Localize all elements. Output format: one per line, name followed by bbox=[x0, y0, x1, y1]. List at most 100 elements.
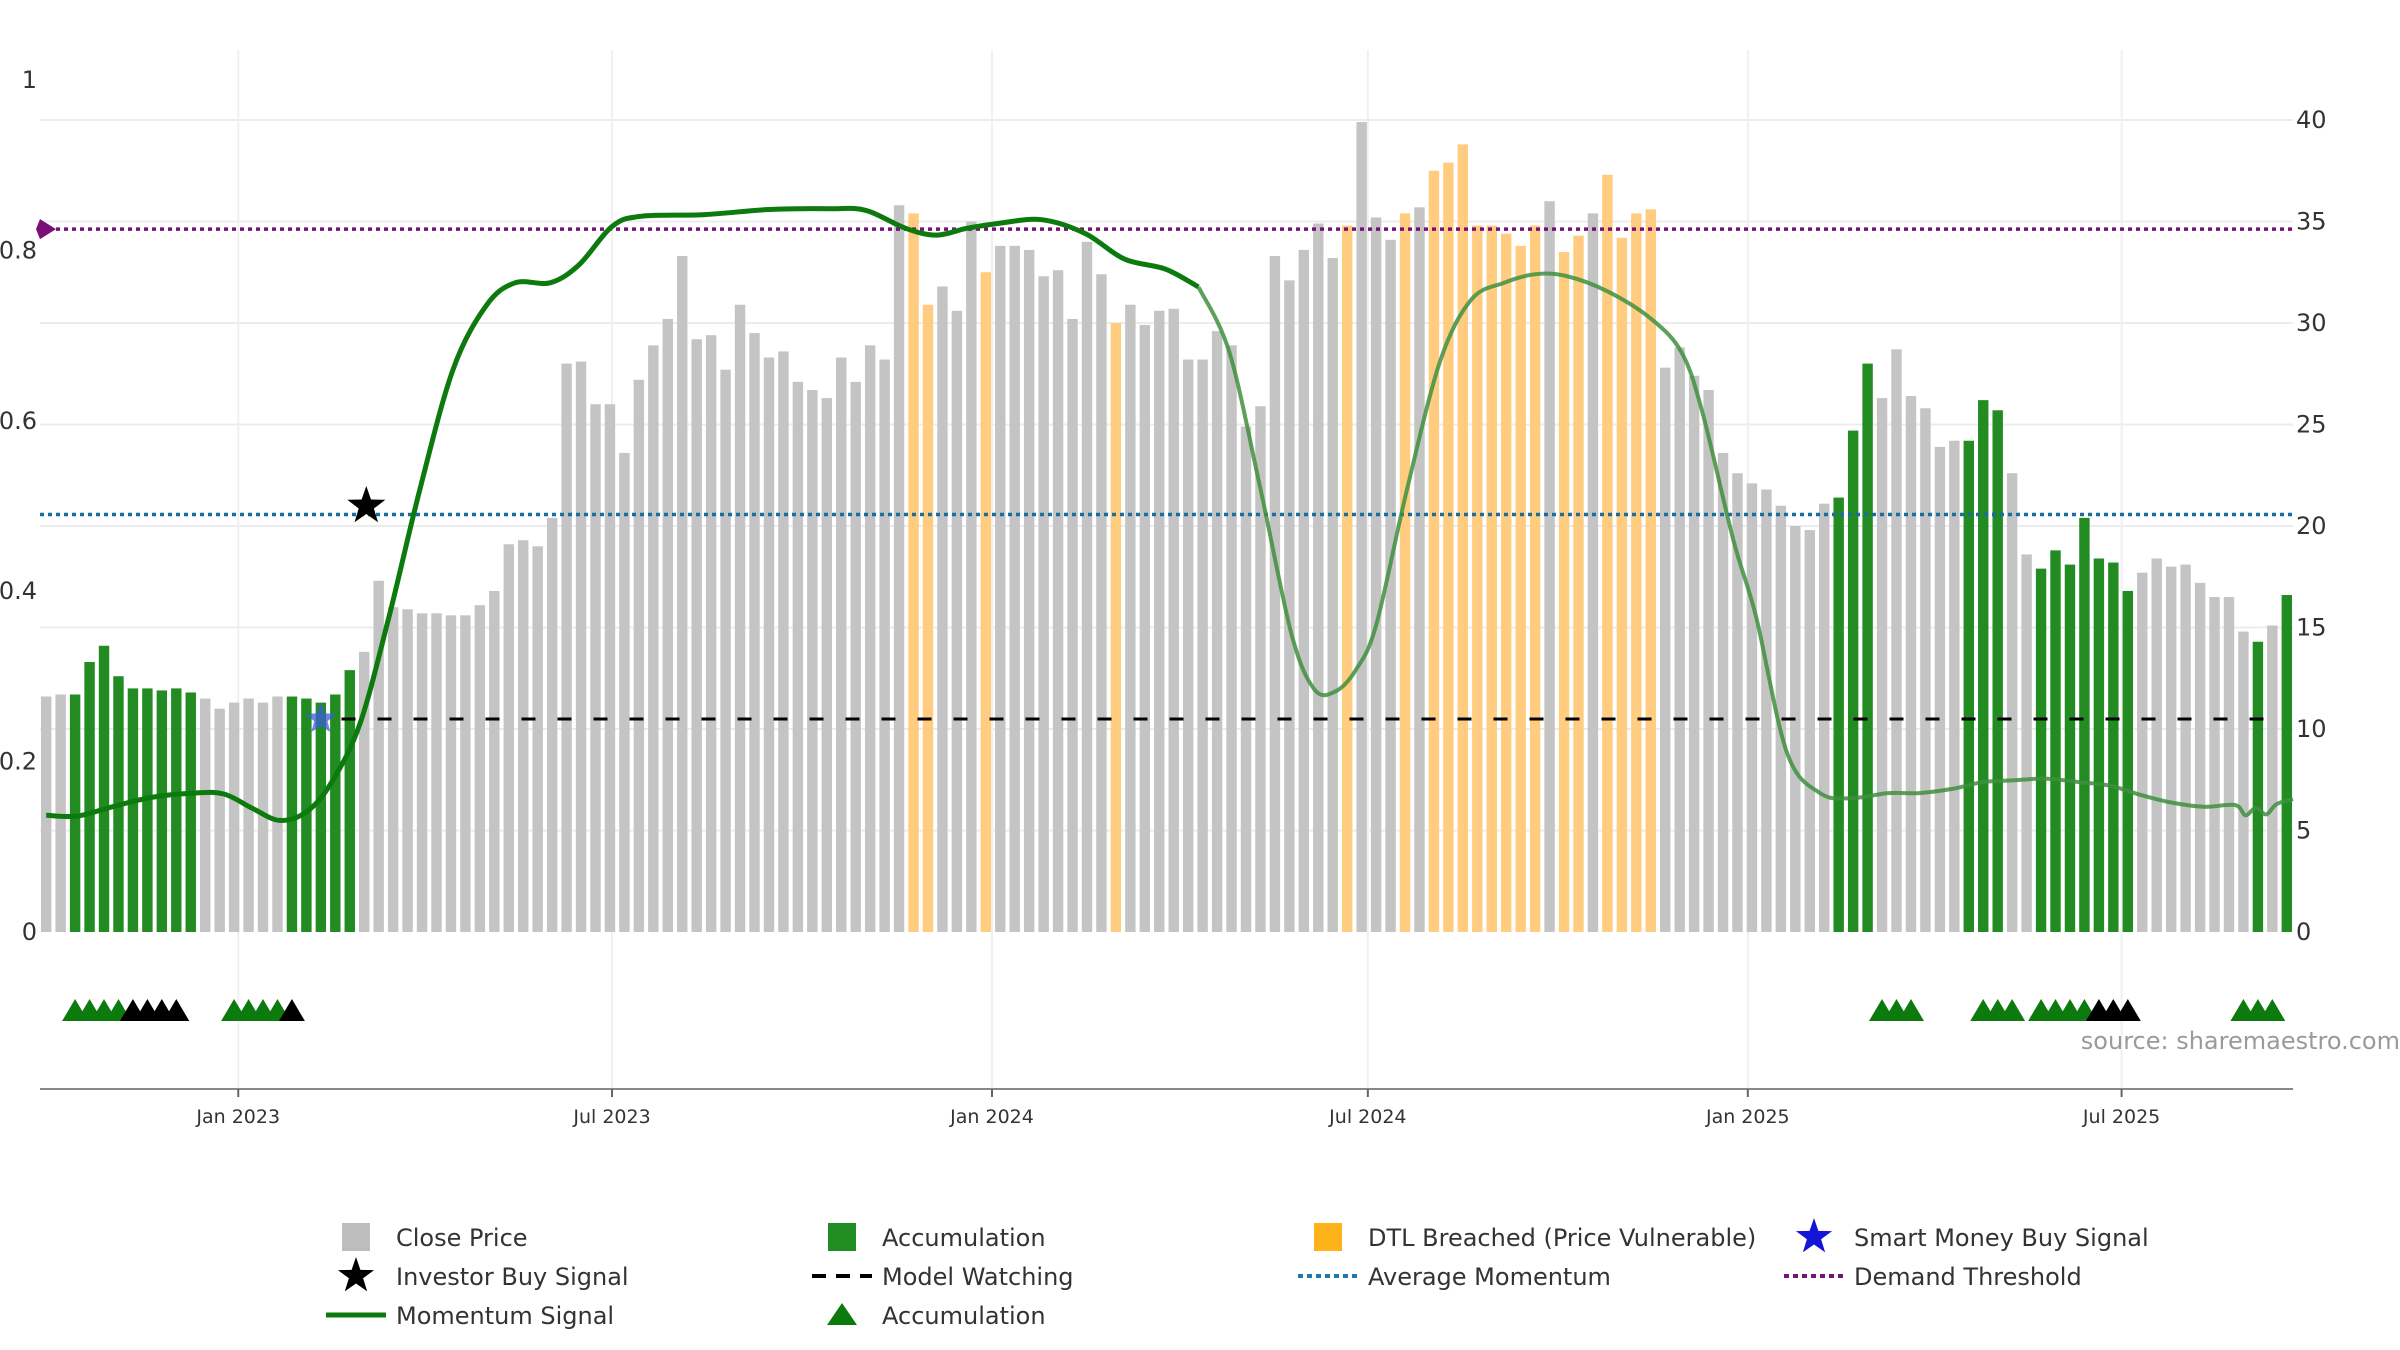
close-price-bar bbox=[1298, 249, 1310, 933]
legend-star-icon bbox=[337, 1257, 375, 1292]
close-price-bar bbox=[359, 651, 370, 932]
accumulation-triangle-black bbox=[2114, 999, 2141, 1021]
close-price-bar bbox=[1703, 389, 1714, 932]
accumulation-bar bbox=[156, 690, 168, 932]
dtl-breached-bar bbox=[1501, 233, 1512, 932]
close-price-bar bbox=[1761, 489, 1772, 932]
accumulation-bar bbox=[2079, 517, 2090, 932]
legend-label: Demand Threshold bbox=[1854, 1263, 2082, 1291]
dtl-breached-bar bbox=[1558, 251, 1570, 932]
close-price-bar bbox=[1009, 245, 1020, 933]
close-price-bar bbox=[1168, 308, 1179, 932]
right-axis-tick-label: 25 bbox=[2296, 411, 2327, 439]
close-price-bar bbox=[966, 221, 977, 932]
dtl-breached-bar bbox=[1529, 225, 1541, 932]
legend-label: Investor Buy Signal bbox=[396, 1263, 629, 1291]
close-price-bar bbox=[850, 381, 861, 932]
close-price-bar bbox=[879, 359, 890, 932]
source-label: source: sharemaestro.com bbox=[2081, 1027, 2400, 1055]
close-price-bar bbox=[2209, 597, 2220, 932]
left-axis-tick-label: 0.4 bbox=[0, 577, 37, 605]
dtl-breached-bar bbox=[1428, 170, 1440, 932]
close-price-bar bbox=[1096, 274, 1107, 932]
momentum-signal-strong bbox=[46, 205, 1200, 823]
close-price-bar bbox=[749, 333, 760, 932]
close-price-bar bbox=[431, 613, 442, 932]
close-price-bar bbox=[2021, 554, 2032, 932]
close-price-bar bbox=[1544, 201, 1555, 932]
accumulation-triangle-green bbox=[1898, 999, 1924, 1021]
close-price-bar bbox=[1327, 258, 1338, 932]
close-price-bar bbox=[995, 245, 1006, 933]
close-price-bar bbox=[1240, 426, 1252, 932]
right-axis-tick-label: 40 bbox=[2296, 106, 2327, 134]
legend-item-demand_threshold: Demand Threshold bbox=[1784, 1263, 2082, 1291]
x-axis-tick-label: Jan 2023 bbox=[195, 1106, 280, 1128]
accumulation-bar bbox=[127, 688, 139, 932]
close-price-bar bbox=[2267, 625, 2278, 932]
right-axis-tick-label: 30 bbox=[2296, 309, 2327, 337]
legend-item-momentum_signal: Momentum Signal bbox=[326, 1302, 614, 1330]
legend-item-close_price: Close Price bbox=[342, 1223, 528, 1252]
right-axis-tick-label: 10 bbox=[2296, 715, 2327, 743]
close-price-bar bbox=[445, 615, 457, 932]
accumulation-bar bbox=[344, 670, 355, 932]
right-axis-tick-label: 15 bbox=[2296, 614, 2327, 642]
right-axis-tick-label: 20 bbox=[2296, 512, 2327, 540]
accumulation-bar bbox=[2050, 550, 2061, 932]
close-price-bar bbox=[662, 318, 673, 932]
close-price-bar bbox=[460, 615, 471, 932]
close-price-bar bbox=[2194, 582, 2206, 932]
accumulation-triangle-green bbox=[1999, 999, 2026, 1021]
accumulation-bar bbox=[142, 688, 153, 932]
accumulation-bar bbox=[315, 702, 327, 932]
close-price-bar bbox=[257, 702, 269, 932]
accumulation-bar bbox=[1992, 410, 2003, 932]
left-axis-tick-label: 0 bbox=[22, 918, 37, 946]
accumulation-bar bbox=[286, 696, 298, 932]
close-price-bar bbox=[1255, 406, 1266, 933]
legend-label: Momentum Signal bbox=[396, 1302, 614, 1330]
legend-item-model_watching: Model Watching bbox=[812, 1263, 1074, 1291]
legend-star-icon bbox=[1795, 1218, 1833, 1253]
close-price-bar bbox=[893, 205, 905, 932]
close-price-bar bbox=[243, 698, 254, 932]
close-price-bar bbox=[1674, 347, 1685, 932]
accumulation-bar bbox=[1862, 363, 1873, 933]
accumulation-bar bbox=[84, 662, 95, 932]
close-price-bar bbox=[1211, 331, 1223, 932]
accumulation-bar bbox=[2108, 562, 2119, 932]
legend-square-icon bbox=[342, 1223, 370, 1251]
close-price-bar bbox=[40, 696, 52, 932]
close-price-bar bbox=[575, 361, 587, 932]
close-price-bar bbox=[1732, 473, 1743, 932]
close-price-bar bbox=[1717, 452, 1729, 932]
close-price-bar bbox=[2180, 564, 2191, 932]
close-price-bar bbox=[1804, 530, 1815, 932]
close-price-bar bbox=[807, 389, 818, 932]
accumulation-triangle-black bbox=[163, 999, 190, 1021]
accumulation-bar bbox=[98, 645, 110, 932]
close-price-bar bbox=[474, 605, 486, 932]
close-price-bar bbox=[1067, 318, 1078, 932]
close-price-bar bbox=[518, 540, 529, 932]
dtl-breached-bar bbox=[1472, 225, 1483, 932]
accumulation-bar bbox=[1833, 497, 1844, 932]
close-price-bar bbox=[373, 580, 384, 932]
close-price-bar bbox=[55, 694, 66, 932]
close-price-bar bbox=[1182, 359, 1194, 932]
right-axis-tick-label: 0 bbox=[2296, 918, 2311, 946]
accumulation-bar bbox=[330, 694, 341, 932]
dtl-breached-bar bbox=[1616, 237, 1628, 933]
close-price-bar bbox=[1023, 249, 1035, 933]
close-price-bar bbox=[1356, 122, 1367, 932]
dtl-breached-bar bbox=[1110, 323, 1122, 932]
accumulation-bar bbox=[171, 688, 182, 932]
accumulation-bar bbox=[2122, 590, 2133, 932]
close-price-bar bbox=[2165, 566, 2177, 932]
legend-item-smart_money: Smart Money Buy Signal bbox=[1795, 1218, 2149, 1253]
accumulation-bar bbox=[301, 698, 312, 932]
accumulation-bar bbox=[69, 694, 81, 932]
close-price-bar bbox=[1154, 310, 1165, 932]
